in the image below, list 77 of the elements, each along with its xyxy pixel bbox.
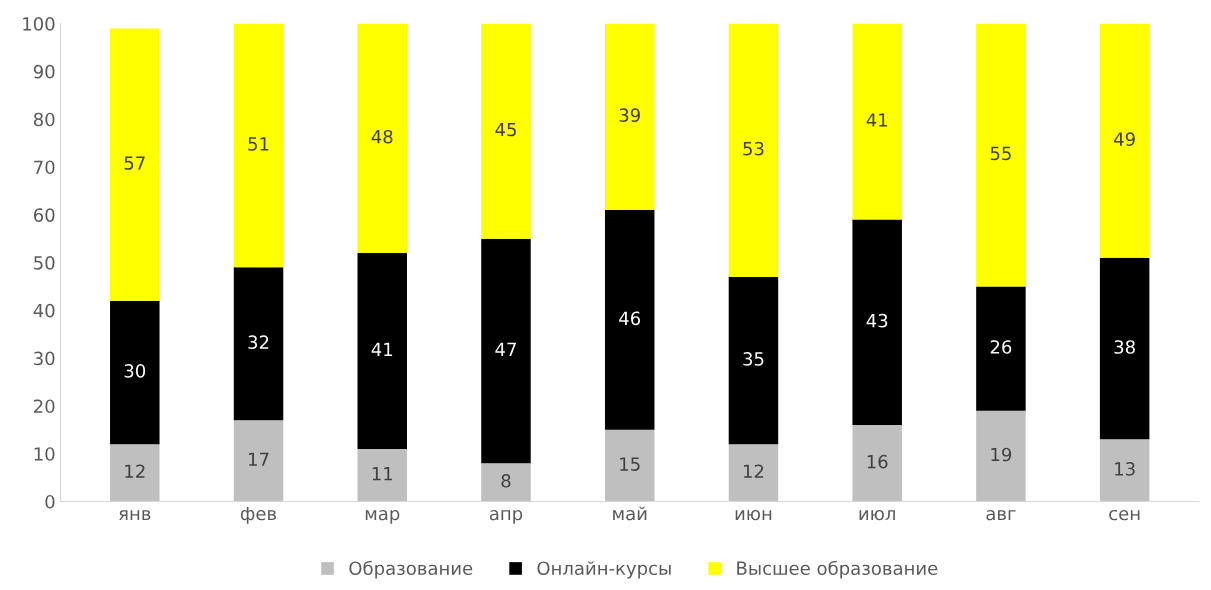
bar <box>233 267 284 421</box>
y-tick-label: 90 <box>33 64 55 79</box>
y-tick-label: 80 <box>33 112 55 127</box>
y-tick-label: 100 <box>23 17 55 31</box>
bar <box>976 23 1026 287</box>
data-label: 30 <box>124 364 146 378</box>
bar <box>110 444 160 502</box>
bar <box>233 23 284 268</box>
bar <box>110 300 160 445</box>
data-label: 53 <box>743 141 764 156</box>
bar <box>976 410 1026 502</box>
bar <box>604 23 655 210</box>
x-tick-label: авг <box>986 509 1016 521</box>
y-tick-label: 20 <box>34 399 55 414</box>
y-tick-label: 30 <box>34 351 55 366</box>
bar <box>110 28 160 301</box>
data-label: 48 <box>371 129 393 144</box>
bar <box>976 286 1026 411</box>
data-label: 55 <box>990 146 1011 161</box>
y-tick-label: 40 <box>33 303 55 318</box>
bar <box>604 429 655 502</box>
bar <box>604 209 655 430</box>
x-tick-label: июл <box>859 509 895 521</box>
bar <box>357 23 407 253</box>
x-tick-label: май <box>613 506 647 521</box>
data-label: 19 <box>991 447 1012 462</box>
bar <box>481 23 531 239</box>
data-label: 41 <box>866 113 888 127</box>
bar <box>852 23 902 220</box>
data-label: 49 <box>1114 132 1135 146</box>
y-tick-label: 70 <box>34 160 55 175</box>
bar <box>728 444 779 502</box>
bar <box>1099 439 1150 502</box>
bar <box>728 276 779 445</box>
bar <box>852 425 902 502</box>
data-label: 51 <box>248 137 269 151</box>
data-label: 11 <box>372 467 393 481</box>
data-label: 47 <box>495 342 516 356</box>
y-tick-label: 60 <box>33 208 55 222</box>
bar <box>728 23 779 277</box>
y-tick-label: 10 <box>34 447 55 461</box>
bar <box>1099 257 1150 440</box>
x-tick-label: апр <box>489 509 523 524</box>
data-label: 16 <box>867 454 888 469</box>
bar <box>852 219 902 426</box>
data-label: 32 <box>248 335 269 350</box>
data-label: 35 <box>743 352 764 366</box>
data-label: 45 <box>495 122 516 137</box>
data-label: 12 <box>125 464 145 478</box>
bar <box>357 448 407 502</box>
legend-label: Онлайн-курсы <box>537 561 671 579</box>
data-label: 12 <box>743 464 764 478</box>
x-tick-label: мар <box>365 509 400 524</box>
data-label: 39 <box>619 108 640 123</box>
bar <box>481 463 531 502</box>
bar <box>1099 23 1150 258</box>
data-label: 57 <box>124 156 145 170</box>
data-label: 17 <box>249 452 269 466</box>
data-label: 26 <box>990 340 1012 354</box>
data-label: 38 <box>1114 340 1135 354</box>
legend-label: Высшее образование <box>737 560 938 579</box>
data-label: 43 <box>866 313 888 328</box>
x-tick-label: сен <box>1109 509 1140 521</box>
data-label: 13 <box>1115 462 1135 476</box>
x-tick-label: фев <box>240 506 277 524</box>
data-label: 15 <box>620 457 640 471</box>
x-tick-label: янв <box>119 510 151 521</box>
y-tick-label: 0 <box>45 494 55 509</box>
data-label: 41 <box>371 342 393 356</box>
y-tick-label: 50 <box>34 256 55 270</box>
bar <box>481 238 531 464</box>
x-tick-label: июн <box>735 509 772 521</box>
legend-label: Образование <box>349 560 473 579</box>
bar <box>233 420 284 502</box>
bar <box>357 252 407 449</box>
data-label: 46 <box>619 311 641 326</box>
data-label: 8 <box>501 473 511 488</box>
